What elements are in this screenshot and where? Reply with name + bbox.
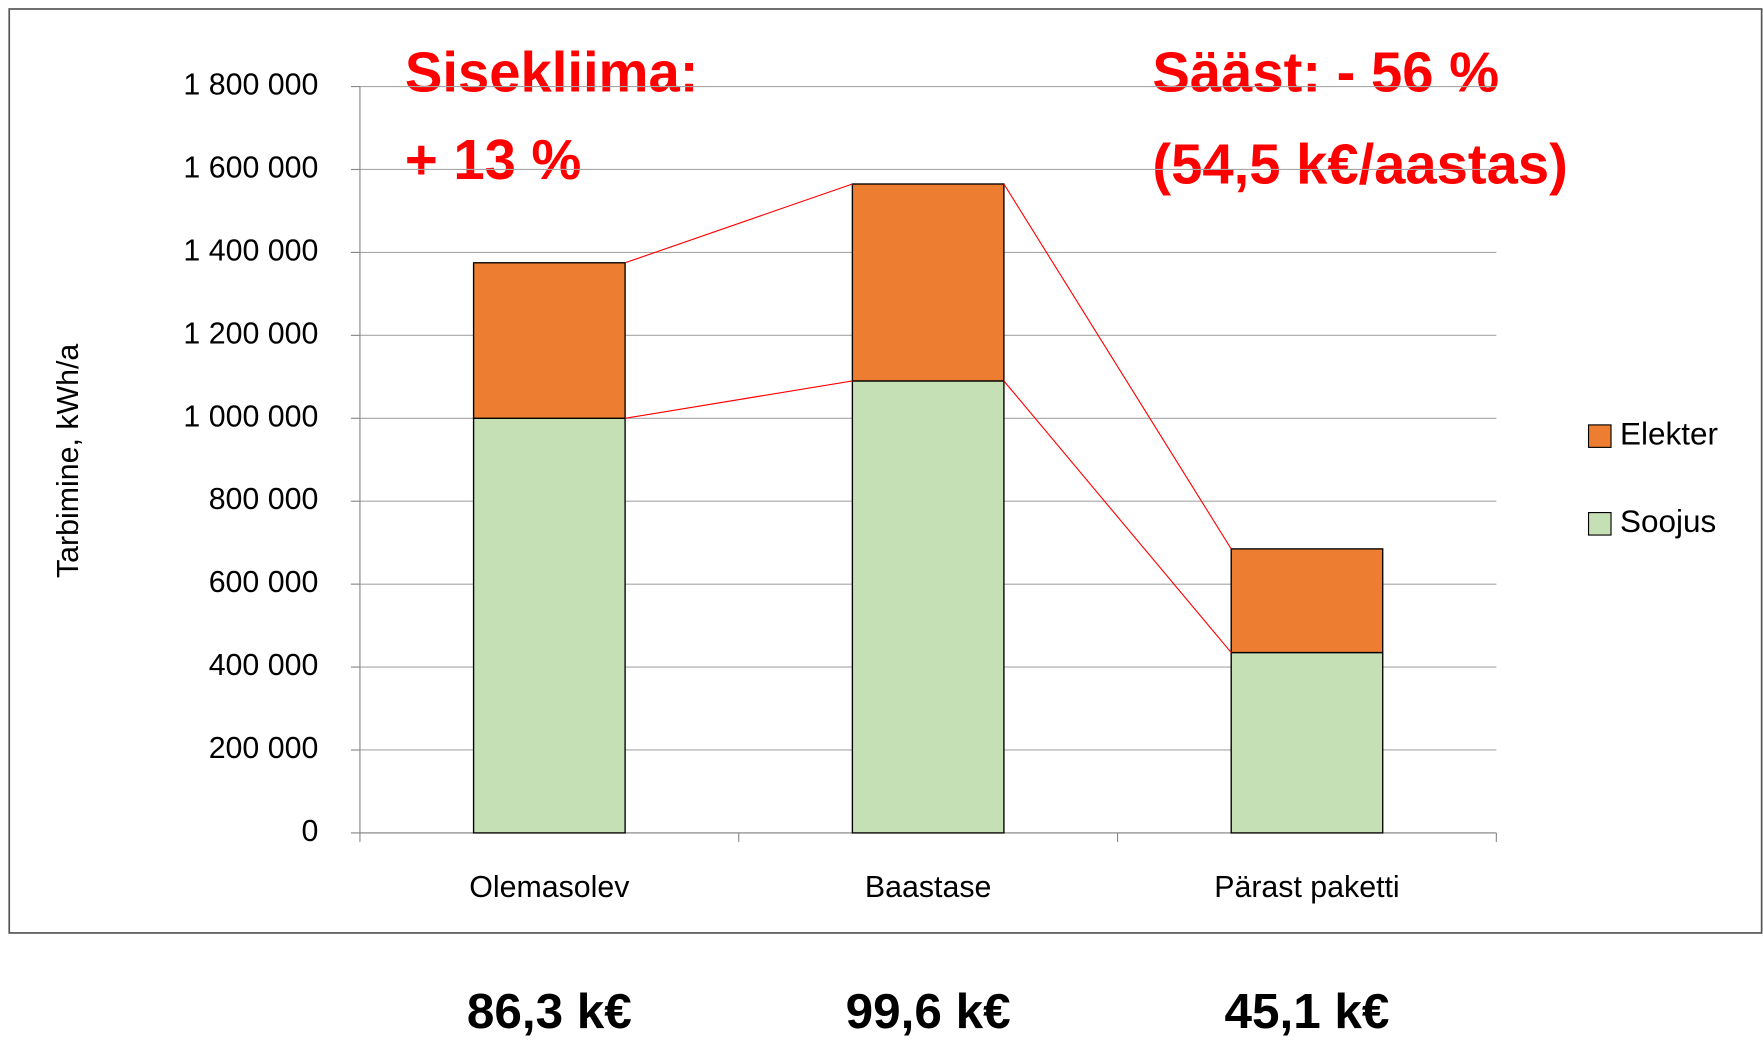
bar-segment <box>472 417 626 834</box>
y-tick-label: 1 400 000 <box>183 234 318 267</box>
x-tick-label: Baastase <box>865 871 991 904</box>
annotation: Sääst: - 56 % <box>1152 40 1499 103</box>
annotation: Sisekliima: <box>405 40 699 103</box>
legend-label: Soojus <box>1620 504 1716 539</box>
legend-label: Elekter <box>1620 416 1718 451</box>
annotation: (54,5 k€/aastas) <box>1152 132 1567 195</box>
x-tick-label: Olemasolev <box>469 871 630 904</box>
bar-segment <box>851 183 1005 382</box>
connector-line <box>1003 380 1232 653</box>
y-tick-label: 1 200 000 <box>183 317 318 350</box>
y-tick-label: 400 000 <box>209 649 319 682</box>
connector-line <box>624 183 853 264</box>
y-tick-label: 1 600 000 <box>183 151 318 184</box>
legend-swatch <box>1587 424 1612 448</box>
bar-segment <box>1230 548 1384 654</box>
bar-segment <box>1230 651 1384 834</box>
y-tick-label: 1 800 000 <box>183 69 318 102</box>
bar-segment <box>851 380 1005 834</box>
y-tick-label: 0 <box>301 815 318 848</box>
connector-line <box>1003 183 1232 550</box>
cost-label: 45,1 k€ <box>1224 984 1389 1039</box>
y-tick-label: 1 000 000 <box>183 400 318 433</box>
y-tick-label: 200 000 <box>209 732 319 765</box>
cost-label: 99,6 k€ <box>846 984 1011 1039</box>
y-tick-label: 800 000 <box>209 483 319 516</box>
bar-segment <box>472 262 626 419</box>
cost-label: 86,3 k€ <box>467 984 632 1039</box>
y-axis-label: Tarbimine, kWh/a <box>52 344 85 578</box>
legend-swatch <box>1587 512 1612 536</box>
y-tick-label: 600 000 <box>209 566 319 599</box>
x-tick-label: Pärast paketti <box>1214 871 1399 904</box>
annotation: + 13 % <box>405 128 582 191</box>
connector-line <box>625 380 853 419</box>
